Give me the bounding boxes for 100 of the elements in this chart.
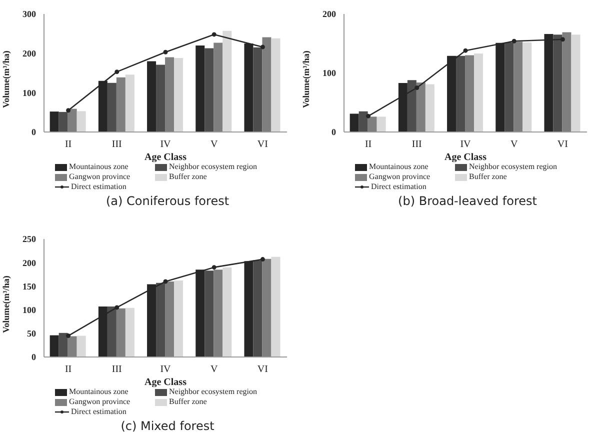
x-tick-label: IV <box>160 364 172 376</box>
bar <box>50 112 59 132</box>
y-tick-label: 100 <box>322 68 336 78</box>
legend-label: Buffer zone <box>469 172 507 182</box>
bar <box>107 306 116 357</box>
legend-label: Mountainous zone <box>69 387 128 397</box>
text: (b) Broad-leaved forest <box>397 194 538 209</box>
legend-label: Gangwon province <box>69 397 130 407</box>
bar <box>350 114 359 132</box>
legend-label: Neighbor ecosystem region <box>169 162 257 172</box>
y-tick-label: 200 <box>22 258 36 268</box>
x-tick-label: IV <box>460 139 472 150</box>
legend-label: Neighbor ecosystem region <box>169 387 257 397</box>
x-tick-label: VI <box>257 139 268 150</box>
x-tick-label: II <box>64 139 72 150</box>
x-axis-title: Age Class <box>144 377 187 388</box>
legend-label: Gangwon province <box>69 172 130 182</box>
y-tick-label: 200 <box>322 9 336 20</box>
y-tick-label: 0 <box>332 127 336 138</box>
y-tick-label: 200 <box>22 48 36 59</box>
bar <box>368 116 377 132</box>
x-tick-label: VI <box>557 139 568 150</box>
legend-label: Buffer zone <box>169 397 207 407</box>
bar <box>196 45 205 132</box>
bar <box>571 34 580 132</box>
x-tick-label: V <box>510 139 518 150</box>
bar <box>116 308 126 357</box>
bar <box>474 54 484 132</box>
bar <box>116 77 126 132</box>
y-tick-label: 100 <box>22 304 36 315</box>
text: (a) Coniferous forest <box>104 194 230 209</box>
text: (c) Mixed forest <box>120 419 216 434</box>
bar <box>222 267 232 357</box>
bar <box>214 270 223 357</box>
point <box>560 37 565 42</box>
point <box>260 257 265 262</box>
y-axis-title: Volume(m³/ha) <box>1 50 12 108</box>
bar <box>407 80 416 132</box>
point <box>163 279 168 284</box>
bar <box>465 55 474 132</box>
bar <box>522 42 532 132</box>
x-tick-label: VI <box>257 364 268 376</box>
legend-label: Buffer zone <box>169 172 207 182</box>
x-tick-label: III <box>112 139 122 150</box>
bar <box>156 64 166 132</box>
y-axis-title: Volume(m³/ha) <box>301 50 312 108</box>
y-tick-label: 150 <box>22 281 36 292</box>
legend-label: Neighbor ecosystem region <box>469 162 557 172</box>
legend-label: Direct estimation <box>71 407 126 417</box>
y-tick-label: 100 <box>22 88 36 98</box>
y-tick-label: 300 <box>22 9 36 20</box>
bar <box>222 30 232 132</box>
legend-label: Mountainous zone <box>69 162 128 172</box>
x-axis-title: Age Class <box>144 152 187 163</box>
bar <box>425 84 434 132</box>
bar <box>514 42 523 132</box>
bar <box>376 116 386 132</box>
bar <box>562 32 572 132</box>
bar <box>253 47 262 132</box>
point <box>163 50 168 54</box>
point <box>66 108 71 113</box>
x-tick-label: IV <box>160 139 172 150</box>
x-tick-label: II <box>364 139 372 150</box>
bar <box>58 332 68 357</box>
point <box>414 86 420 90</box>
bar <box>58 112 68 132</box>
bar <box>271 256 280 357</box>
y-axis-title: Volume(m³/ha) <box>1 276 12 333</box>
point <box>260 44 265 50</box>
bar <box>165 281 174 357</box>
bar <box>358 111 368 132</box>
bar <box>214 42 223 132</box>
bar <box>107 82 116 132</box>
legend-label: Mountainous zone <box>369 162 428 172</box>
bar <box>174 58 184 132</box>
bar <box>504 42 514 132</box>
point <box>212 265 216 270</box>
point <box>212 32 216 37</box>
x-tick-label: V <box>210 139 218 150</box>
x-tick-label: III <box>112 364 122 376</box>
x-tick-label: II <box>64 364 72 376</box>
bar <box>76 111 86 132</box>
bar <box>125 308 134 357</box>
bar <box>174 280 184 357</box>
point <box>114 305 120 310</box>
bar <box>204 270 214 357</box>
bar <box>456 56 466 132</box>
bar <box>68 336 77 357</box>
y-tick-label: 0 <box>32 127 36 138</box>
y-tick-label: 0 <box>32 352 36 362</box>
legend-label: Direct estimation <box>71 182 126 192</box>
bar <box>262 258 272 357</box>
x-tick-label: V <box>210 364 218 376</box>
bar <box>204 48 214 132</box>
bar <box>262 37 272 132</box>
bar <box>416 82 426 132</box>
bar <box>68 108 77 132</box>
legend-label: Gangwon province <box>369 172 430 182</box>
x-axis-title: Age Class <box>444 152 487 163</box>
point <box>512 38 516 44</box>
